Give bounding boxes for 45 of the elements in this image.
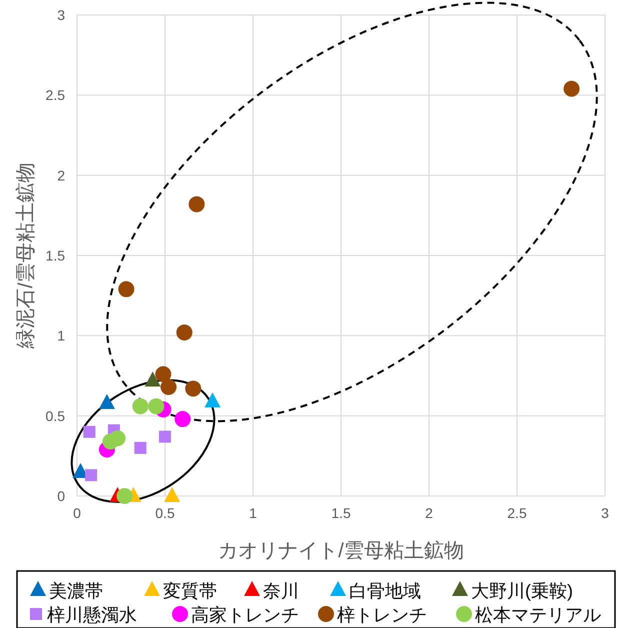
point — [116, 488, 133, 504]
x-tick-label: 3 — [601, 505, 610, 521]
point — [85, 469, 98, 482]
legend-label: 大野川(乗鞍) — [471, 581, 573, 601]
y-tick-label: 0.5 — [46, 408, 66, 424]
point — [160, 378, 177, 395]
point — [174, 411, 191, 428]
point — [98, 394, 115, 410]
point — [204, 392, 221, 408]
x-axis-title: カオリナイト/雲母粘土鉱物 — [218, 540, 464, 562]
y-tick-label: 1 — [57, 328, 66, 344]
legend-label: 松本マテリアル — [475, 605, 601, 625]
legend-label: 梓川懸濁水 — [47, 605, 137, 625]
point — [164, 487, 180, 502]
point — [109, 430, 126, 446]
point — [564, 80, 580, 97]
point — [188, 196, 205, 212]
legend-label: 変質帯 — [163, 581, 217, 601]
point — [176, 324, 192, 340]
point — [132, 398, 148, 414]
point — [134, 442, 146, 454]
legend-label: 美濃帯 — [49, 581, 103, 601]
x-tick-label: 2 — [425, 505, 434, 521]
x-tick-label: 1 — [249, 505, 258, 521]
legend-label: 白骨地域 — [349, 581, 421, 601]
x-tick-label: 2.5 — [507, 505, 527, 521]
y-tick-label: 2.5 — [46, 87, 66, 104]
y-tick-label: 0 — [57, 488, 66, 504]
x-tick-label: 0.5 — [155, 505, 175, 521]
y-tick-label: 1.5 — [46, 248, 66, 264]
point — [83, 426, 96, 438]
point — [159, 430, 171, 443]
legend-label: 梓トレンチ — [337, 605, 427, 625]
point — [144, 372, 161, 387]
point — [185, 380, 202, 397]
point — [155, 366, 172, 382]
point — [118, 281, 134, 298]
y-tick-label: 2 — [57, 167, 66, 184]
legend-label: 奈川 — [263, 581, 299, 601]
x-tick-label: 1.5 — [331, 505, 351, 521]
x-tick-label: 0 — [73, 505, 82, 521]
point — [148, 398, 164, 414]
y-axis-title: 緑泥石/雲母粘土鉱物 — [15, 162, 37, 350]
y-tick-label: 3 — [57, 7, 66, 23]
legend-label: 高家トレンチ — [191, 605, 299, 625]
